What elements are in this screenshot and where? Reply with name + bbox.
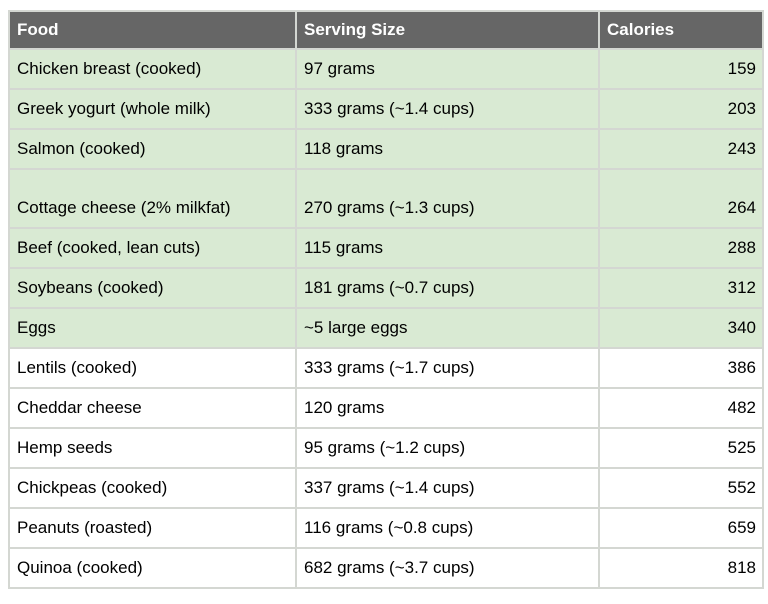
- food-cell: Cottage cheese (2% milkfat): [8, 168, 297, 229]
- table-row: Cheddar cheese 120 grams 482: [8, 387, 764, 429]
- food-cell: Hemp seeds: [8, 427, 297, 469]
- food-calories-table-container: Food Serving Size Calories Chicken breas…: [8, 10, 764, 589]
- food-cell: Salmon (cooked): [8, 128, 297, 170]
- table-row: Lentils (cooked) 333 grams (~1.7 cups) 386: [8, 347, 764, 389]
- calories-cell: 243: [598, 128, 764, 170]
- calories-cell: 159: [598, 48, 764, 90]
- serving-size-cell: 115 grams: [295, 227, 600, 269]
- column-header-serving-size: Serving Size: [295, 10, 600, 50]
- table-row: Chicken breast (cooked) 97 grams 159: [8, 48, 764, 90]
- food-cell: Peanuts (roasted): [8, 507, 297, 549]
- food-cell: Eggs: [8, 307, 297, 349]
- header-row: Food Serving Size Calories: [8, 10, 764, 50]
- table-row: Hemp seeds 95 grams (~1.2 cups) 525: [8, 427, 764, 469]
- food-cell: Cheddar cheese: [8, 387, 297, 429]
- serving-size-cell: 95 grams (~1.2 cups): [295, 427, 600, 469]
- serving-size-cell: 682 grams (~3.7 cups): [295, 547, 600, 589]
- table-row: Salmon (cooked) 118 grams 243: [8, 128, 764, 170]
- serving-size-cell: 116 grams (~0.8 cups): [295, 507, 600, 549]
- serving-size-cell: 333 grams (~1.7 cups): [295, 347, 600, 389]
- calories-cell: 203: [598, 88, 764, 130]
- calories-cell: 288: [598, 227, 764, 269]
- table-row: Peanuts (roasted) 116 grams (~0.8 cups) 65…: [8, 507, 764, 549]
- column-header-food: Food: [8, 10, 297, 50]
- food-calories-table: Food Serving Size Calories Chicken breas…: [8, 10, 764, 589]
- calories-cell: 340: [598, 307, 764, 349]
- serving-size-cell: 337 grams (~1.4 cups): [295, 467, 600, 509]
- calories-cell: 312: [598, 267, 764, 309]
- food-cell: Lentils (cooked): [8, 347, 297, 389]
- table-row: Greek yogurt (whole milk) 333 grams (~1.4…: [8, 88, 764, 130]
- serving-size-cell: ~5 large eggs: [295, 307, 600, 349]
- serving-size-cell: 97 grams: [295, 48, 600, 90]
- column-header-calories: Calories: [598, 10, 764, 50]
- food-cell: Greek yogurt (whole milk): [8, 88, 297, 130]
- food-cell: Beef (cooked, lean cuts): [8, 227, 297, 269]
- table-row: Eggs ~5 large eggs 340: [8, 307, 764, 349]
- serving-size-cell: 118 grams: [295, 128, 600, 170]
- calories-cell: 818: [598, 547, 764, 589]
- serving-size-cell: 120 grams: [295, 387, 600, 429]
- table-row: Chickpeas (cooked) 337 grams (~1.4 cups) 5…: [8, 467, 764, 509]
- serving-size-cell: 270 grams (~1.3 cups): [295, 168, 600, 229]
- table-row: Beef (cooked, lean cuts) 115 grams 288: [8, 227, 764, 269]
- calories-cell: 386: [598, 347, 764, 389]
- calories-cell: 552: [598, 467, 764, 509]
- table-body: Chicken breast (cooked) 97 grams 159 Greek …: [8, 48, 764, 589]
- calories-cell: 659: [598, 507, 764, 549]
- table-row: Cottage cheese (2% milkfat) 270 grams (~1…: [8, 168, 764, 229]
- calories-cell: 264: [598, 168, 764, 229]
- serving-size-cell: 333 grams (~1.4 cups): [295, 88, 600, 130]
- food-cell: Chickpeas (cooked): [8, 467, 297, 509]
- calories-cell: 525: [598, 427, 764, 469]
- calories-cell: 482: [598, 387, 764, 429]
- food-cell: Quinoa (cooked): [8, 547, 297, 589]
- table-row: Quinoa (cooked) 682 grams (~3.7 cups) 818: [8, 547, 764, 589]
- table-row: Soybeans (cooked) 181 grams (~0.7 cups) 31…: [8, 267, 764, 309]
- food-cell: Chicken breast (cooked): [8, 48, 297, 90]
- serving-size-cell: 181 grams (~0.7 cups): [295, 267, 600, 309]
- food-cell: Soybeans (cooked): [8, 267, 297, 309]
